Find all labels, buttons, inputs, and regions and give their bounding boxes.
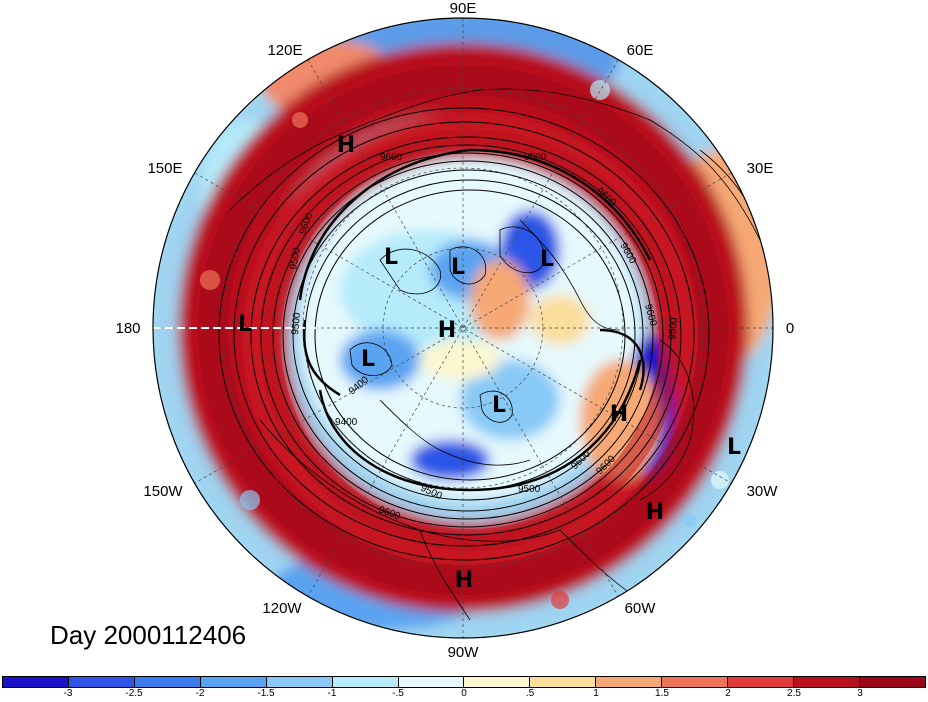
colorbar-segment (266, 677, 333, 687)
colorbar-tick-label: 0 (461, 688, 467, 699)
colorbar-tick-label: 3 (857, 688, 863, 699)
colorbar-segment (596, 677, 663, 687)
contour-label: 9500 (524, 152, 547, 163)
colorbar-segment (464, 677, 531, 687)
pressure-center-high: H (646, 500, 664, 525)
lon-label-30e: 30E (747, 160, 774, 177)
pressure-center-low: L (727, 435, 741, 460)
colorbar-tick-label: .5 (525, 688, 535, 699)
lon-label-60w: 60W (625, 600, 657, 617)
polar-map: 90E 60E 30E 0 30W 60W 90W 120W 150W 180 … (115, 0, 794, 661)
colorbar-segment (794, 677, 860, 687)
pressure-centers: H L L L L H L L H L H H (238, 133, 741, 593)
contour-label: 9500 (290, 312, 303, 336)
colorbar-tick-label: -1.5 (257, 688, 275, 699)
colorbar-tick-label: -1 (327, 688, 337, 699)
pressure-center-low: L (451, 255, 465, 280)
colorbar-tick-label: -2.5 (125, 688, 143, 699)
lon-label-150e: 150E (147, 160, 182, 177)
pressure-center-low: L (361, 347, 375, 372)
lon-label-120e: 120E (267, 42, 302, 59)
lon-label-180: 180 (115, 320, 140, 337)
contour-label: 9500 (288, 246, 303, 270)
contour-label: 9400 (335, 417, 358, 428)
pressure-center-high: H (337, 133, 355, 158)
colorbar-segment (728, 677, 795, 687)
pressure-center-low: L (238, 312, 252, 337)
colorbar-segment (68, 677, 135, 687)
longitude-labels: 90E 60E 30E 0 30W 60W 90W 120W 150W 180 … (115, 0, 794, 661)
pressure-center-low: L (540, 247, 554, 272)
colorbar-segment (398, 677, 465, 687)
colorbar-tick-label: -2 (195, 688, 205, 699)
lon-label-90e: 90E (450, 0, 477, 17)
contour-label: 9500 (518, 484, 541, 495)
colorbar (2, 676, 926, 688)
pressure-center-high: H (610, 402, 628, 427)
colorbar-segment (332, 677, 399, 687)
colorbar-segment (859, 677, 925, 687)
colorbar-tick-label: 2.5 (787, 688, 801, 699)
colorbar-tick-label: 2 (725, 688, 731, 699)
graticule (153, 18, 773, 638)
height-contours (218, 107, 710, 561)
colorbar-segment (662, 677, 729, 687)
day-label: Day 2000112406 (50, 620, 247, 650)
pressure-center-high: H (455, 568, 473, 593)
pressure-center-low: L (384, 245, 398, 270)
colorbar-ticks: -3 -2.5 -2 -1.5 -1 -.5 0 .5 1 1.5 2 2.5 3 (2, 688, 926, 702)
colorbar-segment (530, 677, 597, 687)
colorbar-tick-label: 1 (593, 688, 599, 699)
colorbar-segment (3, 677, 69, 687)
lon-label-30w: 30W (747, 483, 779, 500)
colorbar-tick-label: 1.5 (655, 688, 669, 699)
lon-label-60e: 60E (627, 42, 654, 59)
colorbar-segment (200, 677, 267, 687)
contour-label: 9600 (380, 152, 403, 163)
pressure-center-low: L (492, 393, 506, 418)
map-border (152, 17, 774, 639)
colorbar-tick-label: -.5 (392, 688, 404, 699)
colorbar-tick-label: -3 (63, 688, 73, 699)
pressure-center-high: H (438, 318, 456, 343)
contour-label: 9500 (667, 317, 680, 341)
lon-label-150w: 150W (143, 483, 183, 500)
lon-label-90w: 90W (448, 644, 480, 661)
colorbar-segment (134, 677, 201, 687)
lon-label-0: 0 (786, 320, 794, 337)
lon-label-120w: 120W (262, 600, 302, 617)
